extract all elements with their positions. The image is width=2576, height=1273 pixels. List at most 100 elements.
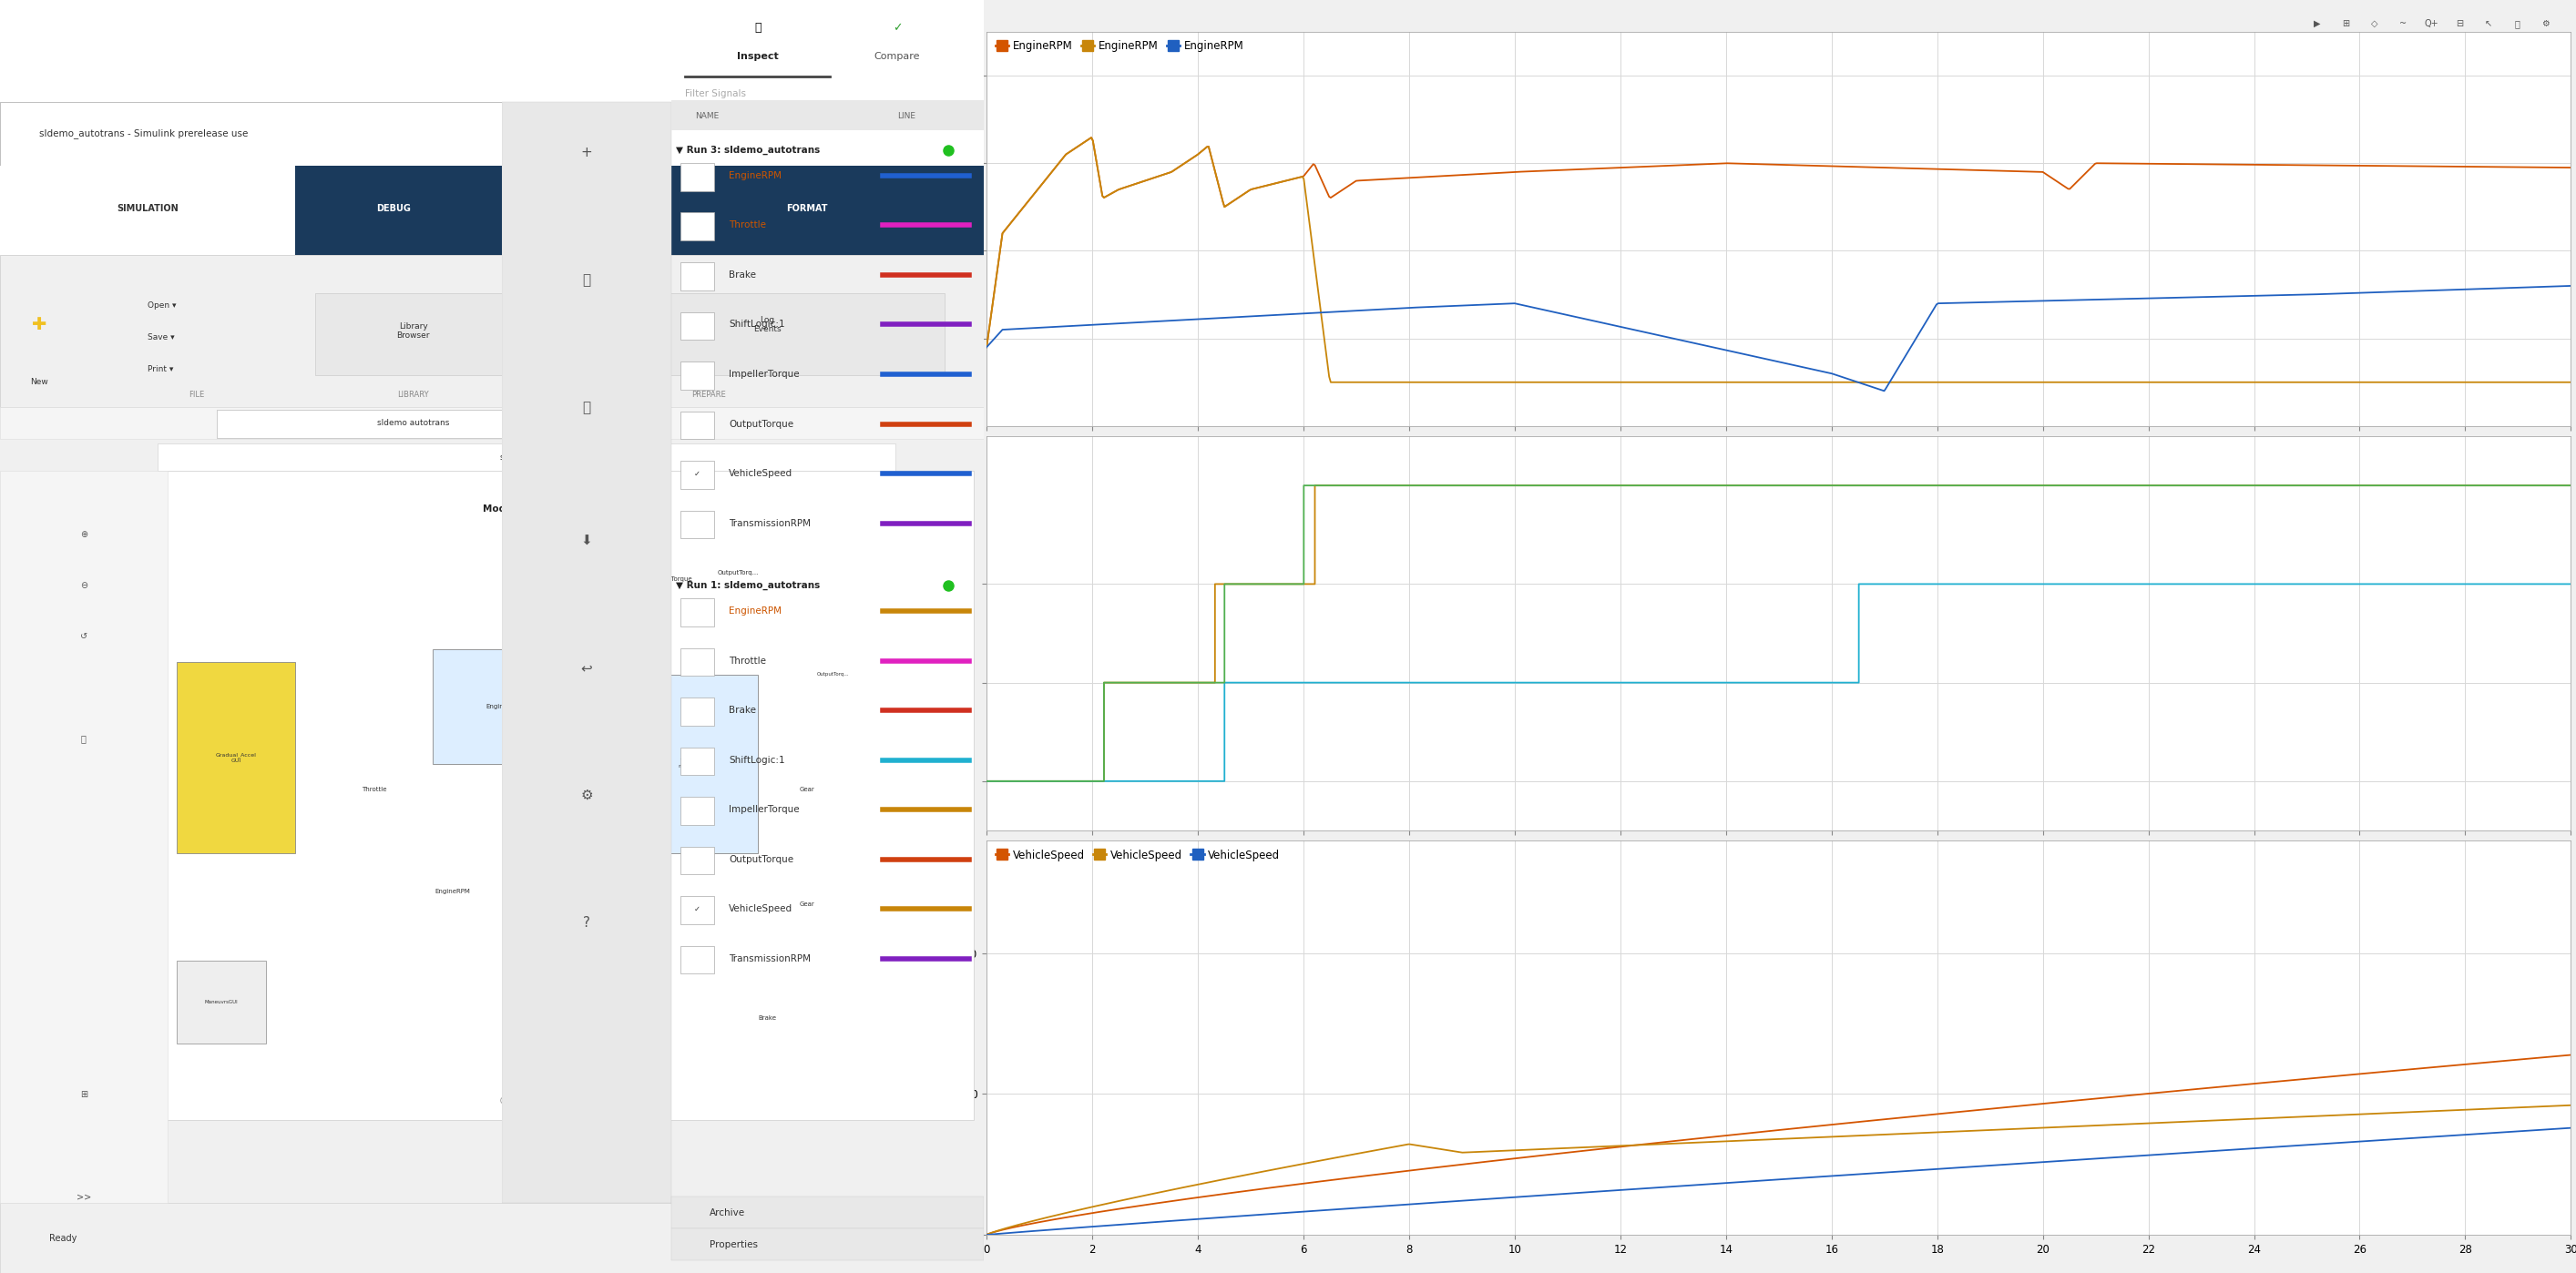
Bar xyxy=(0,255,984,407)
Text: ✓: ✓ xyxy=(891,22,902,34)
Text: ✓: ✓ xyxy=(693,905,701,913)
Text: Save ▾: Save ▾ xyxy=(147,334,175,341)
Text: Brake: Brake xyxy=(729,705,755,715)
Bar xyxy=(551,293,945,376)
Bar xyxy=(157,471,974,1120)
Bar xyxy=(157,443,896,471)
Text: 📁: 📁 xyxy=(582,274,590,286)
Bar xyxy=(680,847,714,875)
Bar xyxy=(670,1197,984,1228)
Bar xyxy=(680,510,714,538)
Text: ShiftLogic: ShiftLogic xyxy=(587,939,613,945)
Bar xyxy=(680,163,714,191)
Text: ✓: ✓ xyxy=(693,470,701,477)
Bar xyxy=(680,362,714,390)
Text: Gear: Gear xyxy=(799,901,814,906)
Text: LINE: LINE xyxy=(896,112,914,120)
Bar xyxy=(670,101,984,130)
Text: SIMULATION: SIMULATION xyxy=(116,204,178,214)
Text: Gradual_Accel
GUI: Gradual_Accel GUI xyxy=(216,752,258,763)
Text: Modeling an Automatic Transm: Modeling an Automatic Transm xyxy=(482,504,649,514)
Text: ▼ Run 1: sldemo_autotrans: ▼ Run 1: sldemo_autotrans xyxy=(675,580,819,591)
Bar xyxy=(680,946,714,974)
Text: ⊞: ⊞ xyxy=(80,1090,88,1100)
Text: ◇: ◇ xyxy=(2370,19,2378,28)
Bar xyxy=(541,891,659,993)
Text: +: + xyxy=(580,146,592,159)
Bar xyxy=(0,407,984,439)
Bar xyxy=(502,0,984,102)
Text: OutputTorque: OutputTorque xyxy=(729,854,793,864)
Text: Throttle: Throttle xyxy=(361,787,386,792)
Text: ShiftLogic:1: ShiftLogic:1 xyxy=(729,755,786,765)
Bar xyxy=(178,961,265,1044)
Bar xyxy=(216,410,611,438)
Text: OutputTorque: OutputTorque xyxy=(729,419,793,429)
Text: >>: >> xyxy=(77,1192,90,1202)
Text: New: New xyxy=(31,378,49,386)
Text: ⤢: ⤢ xyxy=(2514,19,2519,28)
Text: ↺: ↺ xyxy=(80,631,88,642)
Bar xyxy=(621,675,757,853)
Text: ImpellerTorque: ImpellerTorque xyxy=(729,369,799,379)
Legend: VehicleSpeed, VehicleSpeed, VehicleSpeed: VehicleSpeed, VehicleSpeed, VehicleSpeed xyxy=(992,847,1283,864)
Text: ShiftLogic:1: ShiftLogic:1 xyxy=(914,651,971,659)
Text: Gear: Gear xyxy=(799,787,814,792)
Text: ManeuvrsGUI: ManeuvrsGUI xyxy=(204,999,237,1004)
Bar xyxy=(0,165,296,255)
Text: Trans-
mission: Trans- mission xyxy=(677,759,701,769)
Text: Inspect: Inspect xyxy=(737,51,778,61)
Bar xyxy=(670,0,984,76)
Text: 🔍: 🔍 xyxy=(755,22,760,34)
Text: ShiftLogic:1: ShiftLogic:1 xyxy=(729,320,786,330)
Text: OutputTorq...: OutputTorq... xyxy=(716,570,760,575)
Text: TransmissionRPM: TransmissionRPM xyxy=(729,953,811,964)
Text: ⊕: ⊕ xyxy=(80,530,88,540)
Text: Archive: Archive xyxy=(708,1208,744,1218)
Text: ~: ~ xyxy=(2398,19,2406,28)
Text: ⊟: ⊟ xyxy=(2458,19,2463,28)
Text: NAME: NAME xyxy=(696,112,719,120)
Text: sldemo_autotrans ▶: sldemo_autotrans ▶ xyxy=(500,453,582,461)
Bar xyxy=(680,312,714,340)
Text: PREPARE: PREPARE xyxy=(690,391,726,398)
Text: DEBUG: DEBUG xyxy=(376,204,410,214)
Text: Brake: Brake xyxy=(729,270,755,280)
Bar xyxy=(0,0,984,102)
Text: ImpellerTorque: ImpellerTorque xyxy=(647,577,693,582)
Text: MODELING: MODELING xyxy=(585,204,636,214)
Text: Filter Signals: Filter Signals xyxy=(685,89,747,99)
Bar xyxy=(502,102,670,1203)
Text: sldemo_autotrans - Simulink prerelease use: sldemo_autotrans - Simulink prerelease u… xyxy=(39,129,247,139)
Text: ↖: ↖ xyxy=(2486,19,2491,28)
Text: ▶: ▶ xyxy=(2313,19,2321,28)
Text: Brake: Brake xyxy=(757,1016,775,1021)
Text: LIBRARY: LIBRARY xyxy=(397,391,430,398)
Text: EngineRPM: EngineRPM xyxy=(729,171,781,181)
Text: VehicleSpeed: VehicleSpeed xyxy=(729,468,793,479)
Text: ⊖: ⊖ xyxy=(80,580,88,591)
Text: EngineRPM: EngineRPM xyxy=(435,889,471,894)
Bar xyxy=(0,165,984,255)
Text: Compare: Compare xyxy=(873,51,920,61)
Bar xyxy=(670,1228,984,1260)
Text: VehicleSpeed: VehicleSpeed xyxy=(538,1123,585,1130)
Bar xyxy=(680,598,714,626)
Bar xyxy=(680,262,714,290)
Text: OutputTorq...: OutputTorq... xyxy=(817,672,850,677)
Text: Log
Events: Log Events xyxy=(755,316,781,334)
Text: ↩: ↩ xyxy=(580,662,592,675)
Text: Copyright 1990-2022 The MathW...: Copyright 1990-2022 The MathW... xyxy=(500,1097,621,1105)
Text: 💾: 💾 xyxy=(582,401,590,414)
Bar xyxy=(178,662,296,853)
Bar xyxy=(680,896,714,924)
Text: sldemo autotrans: sldemo autotrans xyxy=(376,419,448,426)
Text: ?: ? xyxy=(582,917,590,929)
Bar xyxy=(433,649,562,764)
Bar xyxy=(0,471,167,1203)
Bar xyxy=(680,648,714,676)
Bar xyxy=(680,797,714,825)
Text: Engine: Engine xyxy=(487,704,507,709)
Bar xyxy=(680,747,714,775)
Text: ImpellerTorque: ImpellerTorque xyxy=(729,805,799,815)
